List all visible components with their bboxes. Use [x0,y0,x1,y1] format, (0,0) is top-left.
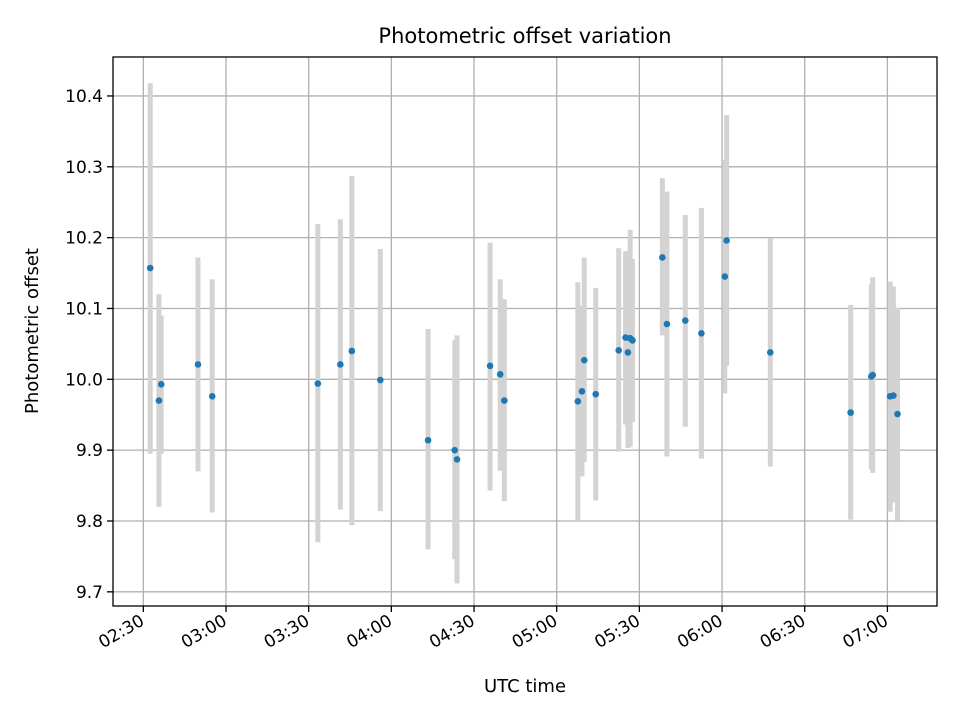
x-tick-label: 03:30 [261,611,313,653]
y-tick-label: 10.1 [65,299,103,319]
y-axis-label: Photometric offset [22,248,43,414]
y-tick-label: 9.7 [76,583,103,603]
x-axis-label: UTC time [484,676,566,697]
x-tick-label: 06:30 [757,611,809,653]
x-tick-label: 05:00 [509,611,561,653]
x-axis-ticks: 02:30 03:00 03:30 04:00 04:30 05:00 05:30 06:00… [95,606,892,653]
y-tick-label: 9.8 [76,512,103,532]
data-point [337,361,344,368]
data-point [592,390,600,398]
data-point [424,436,432,444]
x-tick-label: 04:30 [426,611,478,653]
y-tick-label: 9.9 [76,441,103,461]
data-point [194,361,202,368]
data-points [146,237,901,463]
data-point [890,392,897,399]
y-tick-label: 10.0 [65,370,103,390]
error-bars [147,83,900,584]
data-point [453,456,461,463]
y-tick-label: 10.4 [65,87,103,107]
data-point [574,397,582,405]
data-point [624,349,632,356]
data-point [698,329,705,337]
data-point [847,409,854,416]
data-point [348,347,356,355]
data-point [377,376,384,384]
data-point [766,349,774,356]
data-point [578,388,586,395]
x-tick-label: 05:30 [591,611,643,653]
data-point [146,264,154,272]
grid-lines [113,57,937,606]
y-tick-label: 10.3 [65,158,103,178]
data-point [496,371,504,378]
data-point [869,371,876,379]
data-point [314,380,322,387]
plot-frame [112,56,938,607]
x-tick-label: 07:00 [839,611,891,653]
x-tick-label: 02:30 [95,611,147,653]
data-point [155,397,163,404]
data-point [681,317,689,324]
data-point [629,337,636,344]
y-tick-label: 10.2 [65,229,103,249]
data-point [157,380,165,388]
data-point [501,397,508,404]
data-point [659,254,666,261]
x-tick-label: 04:00 [343,611,395,653]
data-point [721,273,729,280]
data-point [486,362,494,370]
data-point [723,237,730,244]
data-point [580,356,588,364]
data-point [615,346,622,354]
x-tick-label: 03:00 [178,611,230,653]
data-point [451,446,459,454]
data-point [208,393,216,400]
data-point [663,320,671,328]
x-tick-label: 06:00 [674,611,726,653]
y-axis-ticks: 9.7 9.8 9.9 10.0 10.1 10.2 10.3 10.4 [65,87,113,603]
data-point [894,410,901,418]
chart-title: Photometric offset variation [378,24,671,48]
